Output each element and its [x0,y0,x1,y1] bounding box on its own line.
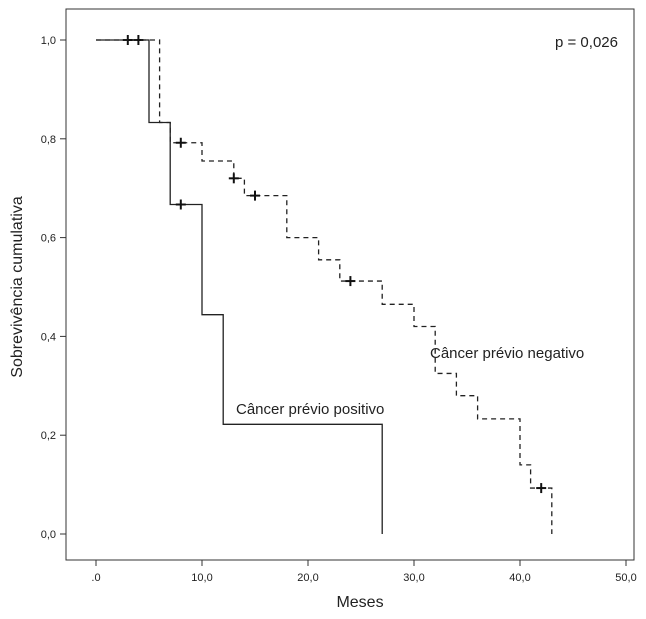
series-label-positivo: Câncer prévio positivo [236,401,384,418]
x-tick-label: 30,0 [403,572,424,584]
censor-mark [228,173,239,184]
series-label-negativo: Câncer prévio negativo [430,345,584,362]
survival-curve-negativo [96,39,553,534]
censor-mark [345,276,356,287]
x-tick-label: 10,0 [191,572,212,584]
censor-mark [175,137,186,148]
y-tick-label: 0,6 [41,233,56,245]
x-axis-ticks: .0 10,0 20,0 30,0 40,0 50,0 [91,560,637,584]
y-axis-title: Sobrevivência cumulativa [9,196,26,378]
survival-curve-positivo [96,39,383,534]
y-tick-label: 0,4 [41,331,56,343]
y-tick-label: 0,0 [41,529,56,541]
survival-curves [96,35,553,534]
censor-mark [536,483,547,494]
p-value-annotation: p = 0,026 [555,34,618,51]
censor-mark [175,199,186,210]
censor-mark [250,190,260,201]
x-tick-label: 40,0 [509,572,530,584]
y-tick-label: 0,2 [41,430,56,442]
x-tick-label: 50,0 [615,572,636,584]
plot-frame [65,8,635,561]
y-axis-ticks: 0,0 0,2 0,4 0,6 0,8 1,0 [41,35,66,541]
x-tick-label: .0 [91,572,100,584]
x-axis-title: Meses [336,594,383,611]
x-tick-label: 20,0 [297,572,318,584]
y-tick-label: 1,0 [41,35,56,47]
y-tick-label: 0,8 [41,134,56,146]
